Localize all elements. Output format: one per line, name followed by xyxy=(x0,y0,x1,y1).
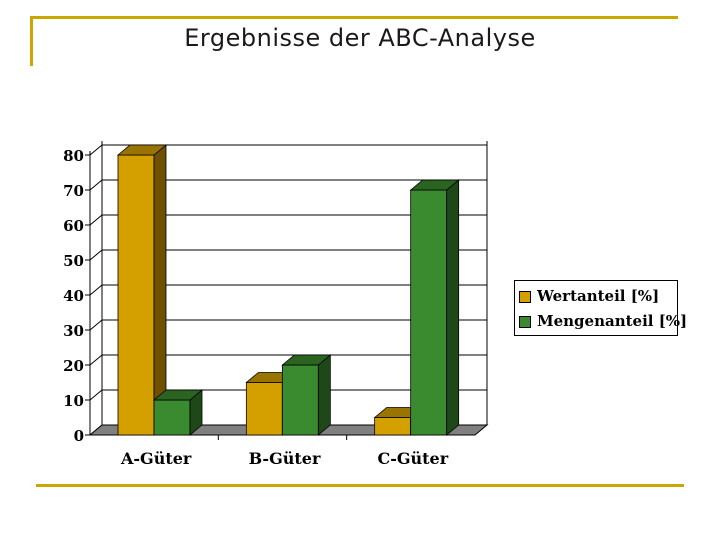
x-tick-label-0: A-Güter xyxy=(120,449,192,468)
x-tick-label-2: C-Güter xyxy=(377,449,448,468)
bar-top-0-1 xyxy=(152,389,204,401)
gridline-side-6 xyxy=(89,214,103,226)
top-rule xyxy=(30,16,678,19)
gridline-side-3 xyxy=(89,319,103,331)
chart-legend: Wertanteil [%] Mengenanteil [%] xyxy=(514,280,687,336)
y-tick-label-0: 0 xyxy=(74,427,84,445)
bar-top-2-1 xyxy=(409,179,460,191)
bar-2-1 xyxy=(410,189,448,436)
y-tick-label-1: 10 xyxy=(63,392,84,410)
legend-swatch-wertanteil xyxy=(519,291,531,303)
legend-label-mengenanteil: Mengenanteil [%] xyxy=(537,312,688,330)
y-tick-label-2: 20 xyxy=(63,357,84,375)
bar-2-0 xyxy=(374,417,412,436)
bar-top-0-0 xyxy=(116,144,168,156)
gridline-side-4 xyxy=(89,284,103,296)
legend-item-mengenanteil: Mengenanteil [%] xyxy=(519,312,687,330)
gridline-side-2 xyxy=(89,354,103,366)
y-tick-label-6: 60 xyxy=(63,217,84,235)
y-tick-label-5: 50 xyxy=(63,252,84,270)
bar-top-1-1 xyxy=(281,354,332,366)
gridline-side-8 xyxy=(89,144,103,156)
legend-item-wertanteil: Wertanteil [%] xyxy=(519,287,659,305)
gridline-side-7 xyxy=(89,179,103,191)
y-tick-label-4: 40 xyxy=(63,287,84,305)
y-tick-label-8: 80 xyxy=(63,147,84,165)
page-title: Ergebnisse der ABC-Analyse xyxy=(184,24,536,52)
bar-0-1 xyxy=(153,399,191,436)
y-tick-label-7: 70 xyxy=(63,182,84,200)
bottom-rule xyxy=(36,484,684,487)
legend-label-wertanteil: Wertanteil [%] xyxy=(537,287,660,305)
bar-0-0 xyxy=(117,154,155,436)
bar-1-0 xyxy=(245,382,283,436)
y-tick-label-3: 30 xyxy=(63,322,84,340)
left-rule xyxy=(30,16,33,66)
gridline-side-5 xyxy=(89,249,103,261)
legend-swatch-mengenanteil xyxy=(519,316,531,328)
bar-side-1-1 xyxy=(317,354,331,436)
bar-side-2-1 xyxy=(446,179,460,436)
bar-1-1 xyxy=(281,364,319,436)
x-tick-label-1: B-Güter xyxy=(249,449,321,468)
gridline-side-1 xyxy=(89,389,103,401)
